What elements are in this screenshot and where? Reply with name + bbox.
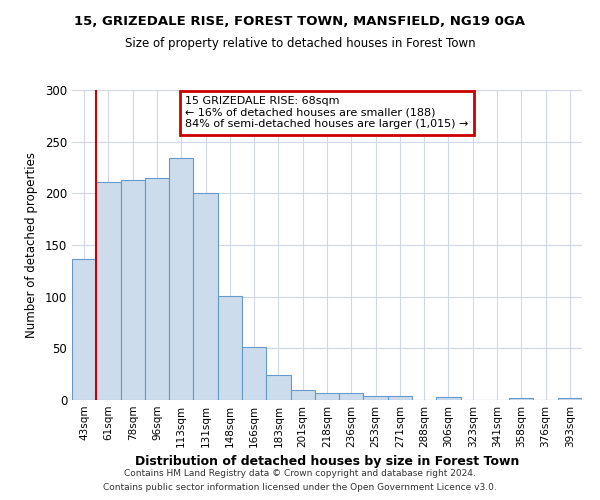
- Bar: [242, 348, 266, 400]
- X-axis label: Distribution of detached houses by size in Forest Town: Distribution of detached houses by size …: [135, 456, 519, 468]
- Bar: [509, 398, 533, 400]
- Bar: [121, 180, 145, 400]
- Bar: [436, 397, 461, 400]
- Text: Size of property relative to detached houses in Forest Town: Size of property relative to detached ho…: [125, 38, 475, 51]
- Bar: [339, 393, 364, 400]
- Text: Contains HM Land Registry data © Crown copyright and database right 2024.: Contains HM Land Registry data © Crown c…: [124, 468, 476, 477]
- Bar: [145, 178, 169, 400]
- Text: Contains public sector information licensed under the Open Government Licence v3: Contains public sector information licen…: [103, 484, 497, 492]
- Text: 15 GRIZEDALE RISE: 68sqm
← 16% of detached houses are smaller (188)
84% of semi-: 15 GRIZEDALE RISE: 68sqm ← 16% of detach…: [185, 96, 469, 130]
- Bar: [218, 296, 242, 400]
- Bar: [169, 158, 193, 400]
- Bar: [364, 396, 388, 400]
- Text: 15, GRIZEDALE RISE, FOREST TOWN, MANSFIELD, NG19 0GA: 15, GRIZEDALE RISE, FOREST TOWN, MANSFIE…: [74, 15, 526, 28]
- Bar: [193, 194, 218, 400]
- Bar: [388, 396, 412, 400]
- Bar: [290, 390, 315, 400]
- Bar: [72, 260, 96, 400]
- Bar: [315, 393, 339, 400]
- Bar: [558, 398, 582, 400]
- Bar: [96, 182, 121, 400]
- Bar: [266, 375, 290, 400]
- Y-axis label: Number of detached properties: Number of detached properties: [25, 152, 38, 338]
